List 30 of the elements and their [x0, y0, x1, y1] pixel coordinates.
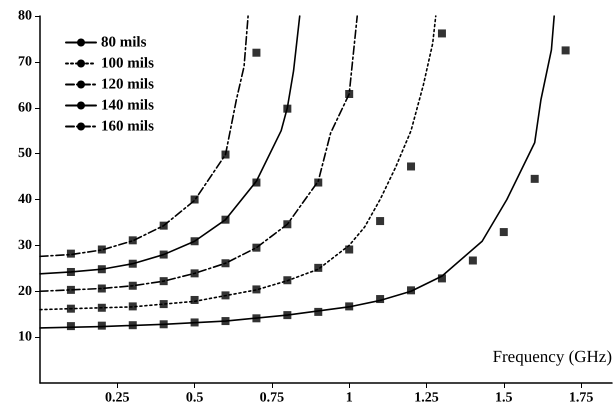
y-tick-label: 60 [18, 100, 32, 116]
point [500, 228, 508, 236]
point [468, 256, 477, 265]
x-tick-label: 1.75 [568, 390, 594, 406]
y-tick-label: 30 [18, 238, 32, 253]
point [530, 174, 539, 183]
point [562, 46, 570, 54]
legend-label: 120 mils [101, 76, 154, 92]
x-tick-label: 0.5 [186, 390, 204, 406]
legend-label: 80 mils [101, 34, 147, 50]
x-tick-label: 1.5 [495, 390, 513, 406]
x-tick-label: 0.75 [260, 390, 284, 406]
x-tick-label: 0.25 [105, 390, 130, 406]
point [345, 246, 354, 254]
y-tick-label: 70 [18, 54, 32, 70]
legend-label: 160 mils [101, 118, 154, 134]
y-tick-label: 10 [18, 330, 32, 345]
x-tick-label: 1.25 [414, 390, 439, 406]
y-tick-label: 40 [18, 192, 32, 207]
y-tick-label: 20 [18, 284, 32, 299]
x-axis-title: Frequency (GHz) [492, 347, 612, 366]
y-tick-label: 80 [18, 8, 32, 24]
point [407, 162, 416, 170]
point [438, 29, 446, 38]
legend-label: 140 mils [101, 98, 154, 114]
y-tick-label: 50 [18, 146, 32, 162]
point [252, 48, 260, 57]
legend-label: 100 mils [101, 56, 154, 72]
point [376, 217, 384, 226]
x-tick-label: 1 [346, 390, 353, 406]
